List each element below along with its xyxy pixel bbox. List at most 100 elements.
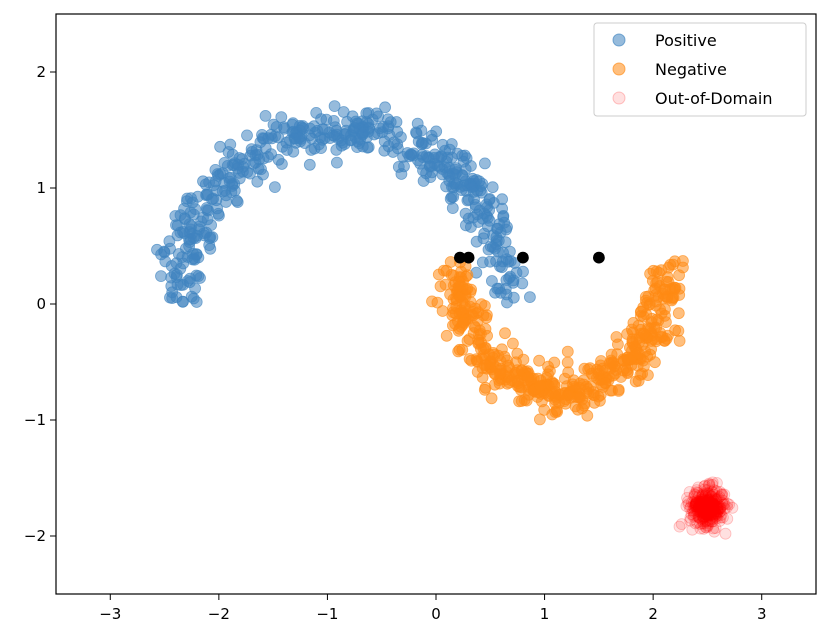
data-point-out-of-domain bbox=[700, 504, 713, 517]
data-point-out-of-domain bbox=[706, 497, 719, 510]
data-point-out-of-domain bbox=[707, 497, 719, 510]
data-point-positive bbox=[330, 124, 343, 137]
data-point-out-of-domain bbox=[713, 500, 726, 513]
data-point-out-of-domain bbox=[690, 495, 703, 508]
data-point-out-of-domain bbox=[697, 488, 709, 500]
data-point-out-of-domain bbox=[709, 493, 721, 505]
data-point-positive bbox=[265, 148, 278, 161]
data-point-out-of-domain bbox=[707, 501, 720, 513]
data-point-out-of-domain bbox=[702, 487, 715, 500]
data-point-out-of-domain bbox=[702, 517, 714, 529]
data-point-out-of-domain bbox=[706, 476, 719, 489]
x-tick-label: −2 bbox=[208, 605, 230, 623]
y-tick-label: −2 bbox=[24, 527, 46, 545]
data-point-negative bbox=[561, 345, 574, 358]
data-point-out-of-domain bbox=[701, 500, 713, 513]
data-point-out-of-domain bbox=[694, 522, 707, 535]
data-point-out-of-domain bbox=[705, 505, 718, 518]
data-point-out-of-domain bbox=[716, 488, 729, 501]
data-point-out-of-domain bbox=[687, 504, 699, 517]
data-point-negative bbox=[561, 356, 574, 369]
data-point-out-of-domain bbox=[703, 503, 716, 516]
data-point-positive bbox=[212, 207, 225, 220]
data-point-out-of-domain bbox=[701, 484, 714, 497]
data-point-out-of-domain bbox=[690, 498, 703, 511]
data-point-out-of-domain bbox=[711, 500, 724, 513]
points-layer bbox=[151, 100, 739, 540]
data-point-negative bbox=[610, 331, 623, 343]
data-point-negative bbox=[548, 380, 561, 392]
data-point-out-of-domain bbox=[710, 507, 723, 520]
data-point-positive bbox=[316, 133, 329, 146]
data-point-out-of-domain bbox=[704, 490, 717, 503]
data-point-negative bbox=[669, 281, 682, 294]
data-point-out-of-domain bbox=[706, 515, 718, 528]
data-point-out-of-domain bbox=[698, 504, 711, 517]
data-point-positive bbox=[176, 251, 189, 264]
data-point-out-of-domain bbox=[697, 494, 710, 507]
data-point-out-of-domain bbox=[705, 497, 718, 510]
data-point-positive bbox=[456, 149, 469, 162]
data-point-negative bbox=[488, 378, 501, 391]
data-point-out-of-domain bbox=[707, 498, 720, 511]
data-point-out-of-domain bbox=[694, 506, 707, 518]
data-point-out-of-domain bbox=[702, 505, 715, 518]
data-point-out-of-domain bbox=[714, 511, 727, 524]
y-tick-label: 1 bbox=[36, 179, 46, 197]
data-point-out-of-domain bbox=[690, 496, 703, 509]
data-point-out-of-domain bbox=[704, 508, 717, 521]
data-point-out-of-domain bbox=[710, 501, 723, 513]
data-point-out-of-domain bbox=[701, 519, 714, 532]
legend-marker-out-of-domain bbox=[612, 91, 626, 105]
data-point-out-of-domain bbox=[721, 512, 734, 525]
data-point-out-of-domain bbox=[701, 509, 714, 521]
data-point-out-of-domain bbox=[698, 510, 711, 523]
data-point-out-of-domain bbox=[691, 495, 703, 508]
data-point-positive bbox=[446, 202, 459, 215]
data-point-out-of-domain bbox=[695, 506, 708, 519]
data-point-out-of-domain bbox=[694, 499, 706, 512]
data-point-out-of-domain bbox=[697, 501, 709, 514]
data-point-out-of-domain bbox=[712, 499, 725, 512]
data-point-out-of-domain bbox=[692, 481, 705, 494]
data-point-out-of-domain bbox=[708, 488, 721, 501]
data-point-negative bbox=[485, 392, 498, 405]
data-point-out-of-domain bbox=[713, 490, 726, 503]
data-point-out-of-domain bbox=[714, 485, 726, 498]
data-point-out-of-domain bbox=[682, 495, 694, 508]
legend-entry-negative: Negative bbox=[612, 60, 727, 79]
data-point-negative bbox=[431, 296, 444, 309]
data-point-negative bbox=[542, 389, 555, 402]
data-point-out-of-domain bbox=[690, 500, 702, 513]
data-point-out-of-domain bbox=[705, 500, 717, 513]
data-point-positive bbox=[257, 132, 270, 145]
data-point-out-of-domain bbox=[708, 484, 720, 497]
data-point-positive bbox=[214, 140, 227, 153]
data-point-out-of-domain bbox=[697, 507, 710, 520]
data-point-out-of-domain bbox=[708, 498, 720, 511]
legend-marker-positive bbox=[612, 33, 626, 47]
data-point-out-of-domain bbox=[701, 520, 714, 533]
data-point-positive bbox=[417, 164, 429, 177]
data-point-out-of-domain bbox=[689, 489, 701, 502]
data-point-out-of-domain bbox=[706, 478, 719, 491]
data-point-out-of-domain bbox=[684, 514, 697, 527]
data-point-out-of-domain bbox=[707, 504, 719, 516]
data-point-out-of-domain bbox=[707, 503, 719, 515]
data-point-out-of-domain bbox=[711, 493, 724, 506]
data-point-out-of-domain bbox=[697, 522, 710, 535]
data-point-positive bbox=[251, 175, 264, 188]
data-point-positive bbox=[432, 151, 445, 164]
legend-entry-positive: Positive bbox=[612, 31, 717, 50]
data-point-out-of-domain bbox=[689, 517, 702, 530]
data-point-out-of-domain bbox=[710, 510, 722, 523]
data-point-out-of-domain bbox=[706, 502, 719, 514]
data-point-out-of-domain bbox=[708, 499, 721, 512]
data-point-out-of-domain bbox=[696, 500, 709, 513]
data-point-out-of-domain bbox=[707, 496, 719, 509]
data-point-out-of-domain bbox=[696, 499, 709, 512]
data-point-out-of-domain bbox=[699, 479, 711, 492]
data-point-out-of-domain bbox=[686, 496, 698, 509]
data-point-positive bbox=[293, 131, 306, 144]
data-point-negative bbox=[677, 255, 689, 267]
